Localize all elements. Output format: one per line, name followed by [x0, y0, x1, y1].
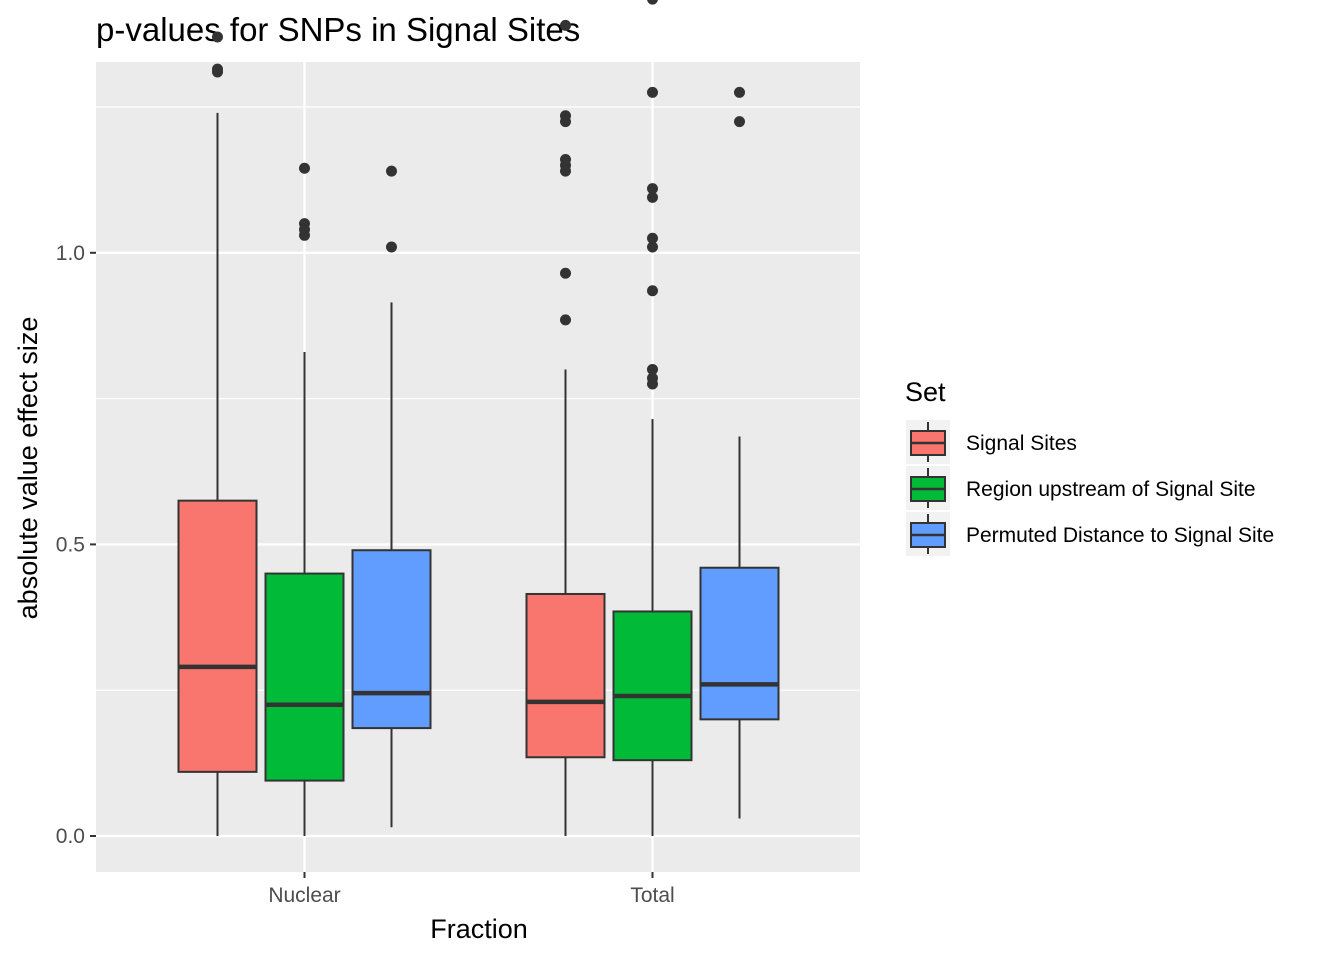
outlier-point	[560, 267, 571, 279]
legend: Set Signal Sites Region upstream of Signa…	[905, 377, 1274, 556]
y-tick-label: 0.5	[56, 533, 85, 556]
outlier-point	[386, 165, 397, 177]
box	[699, 566, 780, 721]
outlier-point	[647, 363, 658, 375]
box-group	[699, 86, 780, 819]
outlier-point	[299, 229, 310, 241]
outlier-point	[647, 0, 658, 5]
y-tick-label: 0.0	[56, 825, 85, 848]
outlier-point	[560, 116, 571, 128]
outlier-point	[647, 378, 658, 390]
outlier-point	[647, 183, 658, 195]
outlier-point	[560, 314, 571, 326]
outlier-point	[647, 232, 658, 244]
outlier-point	[212, 66, 223, 78]
box-series	[177, 0, 780, 836]
legend-label: Signal Sites	[966, 432, 1077, 455]
box-group	[264, 162, 345, 836]
box	[351, 549, 432, 730]
box-group	[525, 19, 606, 836]
outlier-point	[386, 241, 397, 253]
box	[177, 499, 258, 773]
outlier-point	[560, 19, 571, 31]
outlier-point	[647, 285, 658, 297]
y-axis: 0.00.51.01.52.02.5	[56, 242, 96, 848]
y-tick-label: 1.0	[56, 242, 85, 265]
box	[525, 592, 606, 759]
legend-title: Set	[905, 377, 946, 407]
legend-label: Region upstream of Signal Site	[966, 478, 1256, 501]
outlier-point	[299, 162, 310, 174]
x-axis: Nuclear Total	[268, 872, 675, 907]
legend-label: Permuted Distance to Signal Site	[966, 524, 1274, 547]
box	[612, 610, 693, 762]
box-group	[612, 0, 693, 836]
outlier-point	[647, 191, 658, 203]
chart-title: p-values for SNPs in Signal Sites	[96, 11, 580, 48]
x-axis-title: Fraction	[430, 914, 528, 944]
outlier-point	[734, 116, 745, 128]
y-axis-title: absolute value effect size	[13, 317, 43, 620]
x-tick-label: Nuclear	[268, 884, 340, 907]
x-tick-label: Total	[630, 884, 674, 907]
outlier-point	[647, 86, 658, 98]
box	[264, 572, 345, 782]
outlier-point	[212, 31, 223, 43]
box-group	[351, 165, 432, 828]
outlier-point	[734, 86, 745, 98]
outlier-point	[560, 165, 571, 177]
box-group	[177, 31, 258, 836]
outlier-point	[647, 241, 658, 253]
